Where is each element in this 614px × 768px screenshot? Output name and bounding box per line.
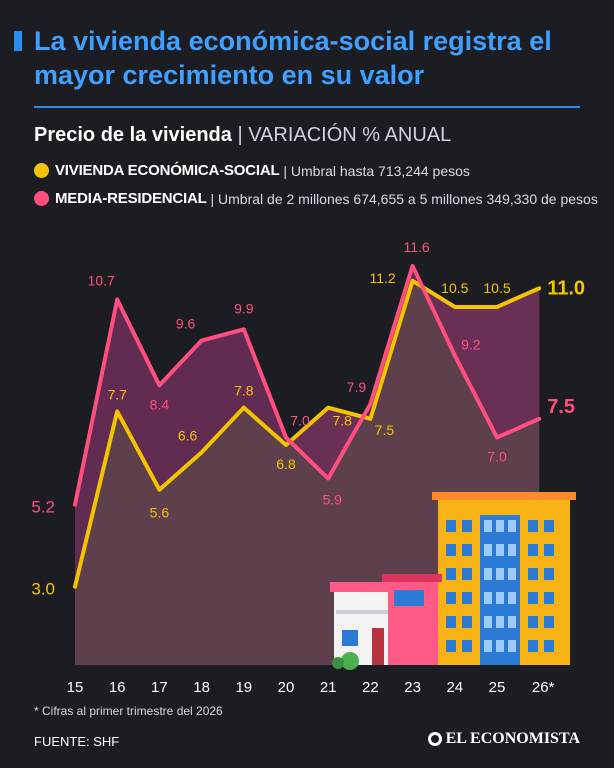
x-tick-label: 18 [193,679,210,696]
chart-lines [73,263,542,589]
chart-title: Precio de la vivienda [34,124,232,146]
x-tick-label: 19 [235,679,252,696]
x-tick-label: 15 [67,679,84,696]
x-tick-label: 25 [489,679,506,696]
x-tick-label: 16 [109,679,126,696]
x-tick-label: 26* [532,679,555,696]
chart-subtitle: VARIACIÓN % ANUAL [248,124,452,146]
data-label-economica: 3.0 [31,580,55,599]
legend-desc-economica: Umbral hasta 713,244 pesos [290,162,470,179]
data-label-residencial: 5.9 [322,492,342,508]
legend-separator: | [279,162,291,179]
data-label-residencial: 5.2 [31,498,55,517]
data-label-residencial: 7.0 [290,413,310,429]
data-label-economica: 7.5 [375,422,395,438]
series-line-economica [73,278,542,589]
data-label-economica: 10.5 [483,280,510,296]
x-tick-label: 17 [151,679,168,696]
data-label-economica: 11.0 [547,277,585,299]
page-title: La vivienda económica-social registra el… [34,26,552,90]
area-economica [75,280,540,665]
data-label-residencial: 11.6 [403,239,429,255]
data-label-residencial: 10.7 [88,272,115,288]
x-tick-label: 20 [278,679,295,696]
footnote: * Cifras al primer trimestre del 2026 [34,704,223,718]
series-line-residencial [73,263,542,507]
source-note: FUENTE: SHF [34,734,120,749]
publisher-logo: EL ECONOMISTA [427,730,580,748]
legend-dot-economica [34,163,49,178]
chart-title-separator: | [237,124,249,146]
legend-item-residencial: MEDIA-RESIDENCIAL | Umbral de 2 millones… [34,190,598,207]
data-label-economica: 7.8 [332,413,352,429]
data-label-residencial: 7.5 [547,396,575,418]
x-tick-label: 24 [446,679,463,696]
chart-data-labels: 3.0 7.7 5.6 6.6 7.8 6.8 7.8 7.5 11.2 10.5 10.5 11.0… [31,239,585,599]
title-accent-bar [14,31,22,51]
data-label-economica: 6.8 [276,456,296,472]
data-label-residencial: 8.4 [150,396,170,412]
data-label-economica: 11.2 [369,270,395,286]
data-label-economica: 6.6 [178,427,198,443]
x-tick-label: 21 [320,679,337,696]
legend-label-economica: VIVIENDA ECONÓMICA-SOCIAL [55,162,280,179]
data-label-economica: 7.8 [234,383,254,399]
data-label-residencial: 7.9 [347,379,367,395]
legend-item-economica: VIVIENDA ECONÓMICA-SOCIAL | Umbral hasta… [34,162,470,179]
data-label-residencial: 9.9 [234,300,254,316]
x-tick-label: 22 [362,679,379,696]
data-label-economica: 5.6 [150,505,170,521]
houses-and-apartment-building-icon [330,492,576,670]
logo-icon [427,732,442,746]
x-axis-ticks: 15 16 17 18 19 20 21 22 23 24 25 26* [67,679,555,696]
data-label-residencial: 7.0 [487,449,507,465]
logo-text: EL ECONOMISTA [445,730,580,747]
legend-desc-residencial: Umbral de 2 millones 674,655 a 5 millone… [218,190,598,207]
data-label-residencial: 9.2 [461,336,481,352]
x-tick-label: 23 [404,679,421,696]
data-label-economica: 7.7 [107,386,127,402]
line-chart: 3.0 7.7 5.6 6.6 7.8 6.8 7.8 7.5 11.2 10.5 10.5 11.0… [31,239,585,696]
legend-dot-residencial [34,191,49,206]
legend-separator: | [206,190,219,207]
title-divider [34,106,580,108]
data-label-economica: 10.5 [441,280,468,296]
data-label-residencial: 9.6 [176,316,196,332]
legend-label-residencial: MEDIA-RESIDENCIAL [55,190,207,207]
chart-subtitle-row: Precio de la vivienda | VARIACIÓN % ANUA… [34,124,451,147]
